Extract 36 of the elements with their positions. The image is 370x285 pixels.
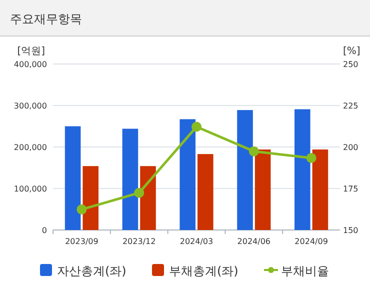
y2-tick-label: 225 [343, 102, 358, 110]
x-tick-label: 2023/12 [122, 237, 156, 246]
y2-tick-label: 175 [343, 184, 358, 194]
y2-tick-label: 150 [343, 226, 358, 235]
x-tick-label: 2024/03 [180, 237, 214, 246]
x-tick-label: 2023/09 [65, 237, 98, 246]
bar [82, 166, 98, 230]
bar [198, 154, 214, 230]
y2-tick-label: 250 [343, 60, 358, 69]
y2-axis-title: [%] [343, 46, 360, 57]
y-tick-label: 200,000 [14, 143, 47, 152]
x-tick-label: 2024/09 [294, 237, 328, 246]
bar [254, 149, 271, 230]
legend-label: 부채비율 [281, 264, 329, 278]
legend-label: 부채총계(좌) [169, 264, 238, 278]
bar [312, 149, 328, 230]
bar [64, 126, 81, 230]
bar [122, 128, 138, 230]
bar [237, 110, 253, 230]
bar [180, 119, 196, 230]
x-tick-label: 2024/06 [237, 237, 271, 246]
chart-title: 주요재무항목 [10, 12, 82, 26]
bar [294, 109, 310, 230]
bar [140, 166, 156, 230]
y2-tick-label: 200 [343, 143, 358, 152]
y-tick-label: 0 [42, 226, 47, 235]
y-tick-label: 300,000 [14, 102, 47, 110]
legend-label: 자산총계(좌) [57, 264, 126, 278]
y-tick-label: 100,000 [14, 184, 47, 194]
y-tick-label: 400,000 [14, 60, 47, 69]
point [192, 122, 202, 132]
point [248, 146, 259, 156]
point [306, 152, 316, 163]
point [134, 188, 144, 198]
point [76, 204, 87, 214]
y-axis-title: [억원] [17, 46, 46, 57]
